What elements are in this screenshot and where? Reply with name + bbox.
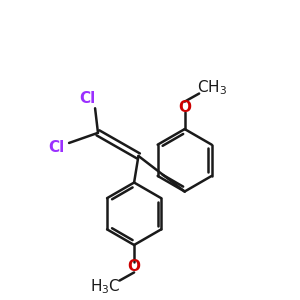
Text: H$_3$C: H$_3$C: [90, 278, 121, 296]
Text: O: O: [178, 100, 191, 115]
Text: O: O: [128, 260, 141, 274]
Text: CH$_3$: CH$_3$: [197, 78, 227, 97]
Text: Cl: Cl: [48, 140, 64, 155]
Text: Cl: Cl: [80, 91, 96, 106]
